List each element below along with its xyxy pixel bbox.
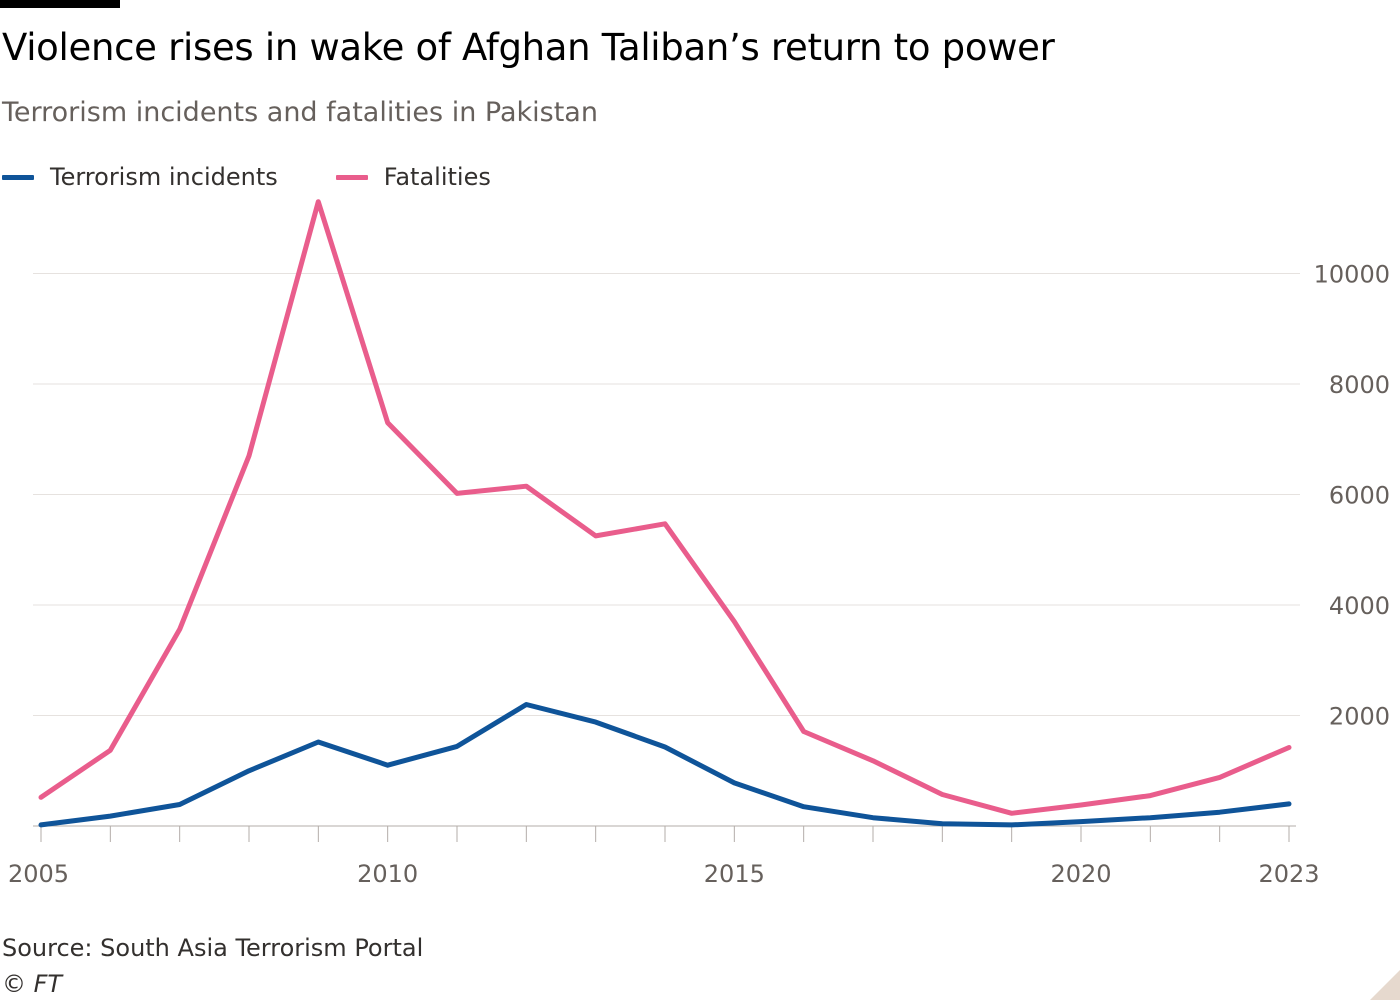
y-tick-label-10000: 10000 — [1314, 261, 1390, 289]
y-tick-label-6000: 6000 — [1329, 482, 1390, 510]
legend-label-incidents: Terrorism incidents — [50, 163, 278, 191]
chart-title: Violence rises in wake of Afghan Taliban… — [2, 26, 1055, 69]
series-line-terrorism-incidents — [38, 702, 1292, 828]
legend-swatch-incidents — [2, 174, 34, 180]
chart-legend: Terrorism incidents Fatalities — [2, 160, 549, 194]
corner-fold-mark — [1370, 970, 1400, 1000]
y-tick-label-8000: 8000 — [1329, 371, 1390, 399]
x-tick-label-2023: 2023 — [1258, 860, 1319, 888]
brand-accent-bar — [0, 0, 120, 8]
source-note: Source: South Asia Terrorism Portal — [2, 934, 424, 962]
chart-subtitle: Terrorism incidents and fatalities in Pa… — [2, 97, 598, 128]
x-tick-label-2010: 2010 — [357, 860, 418, 888]
copyright-credit: © FT — [2, 970, 63, 998]
series-line-fatalities — [38, 199, 1292, 816]
x-tick-label-2020: 2020 — [1050, 860, 1111, 888]
legend-item-incidents: Terrorism incidents — [2, 163, 278, 191]
legend-item-fatalities: Fatalities — [335, 163, 491, 191]
x-tick-label-2015: 2015 — [704, 860, 765, 888]
legend-swatch-fatalities — [335, 174, 368, 180]
y-tick-label-4000: 4000 — [1329, 592, 1390, 620]
x-tick-label-2005: 2005 — [8, 860, 69, 888]
y-tick-label-2000: 2000 — [1329, 703, 1390, 731]
legend-label-fatalities: Fatalities — [383, 163, 491, 191]
